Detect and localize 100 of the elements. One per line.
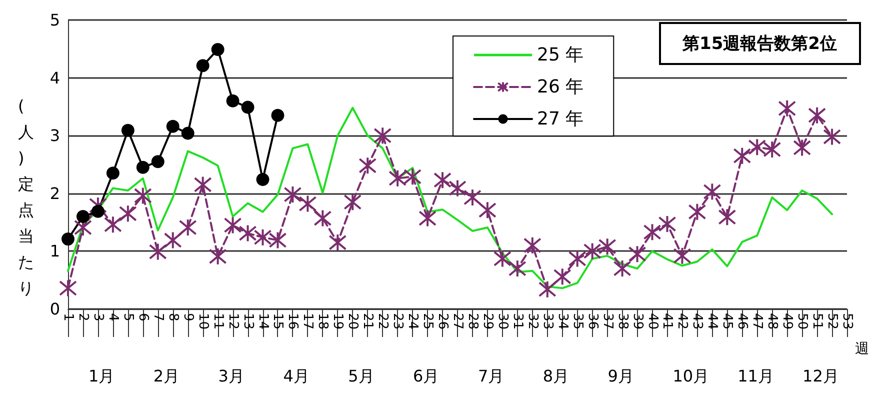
point [613, 260, 632, 278]
x-tick-label: 25 [420, 313, 436, 330]
text: 8月 [542, 366, 570, 386]
point [628, 245, 646, 264]
x-tick-label: 14 [255, 313, 270, 330]
point [314, 209, 332, 228]
point [196, 59, 210, 72]
x-tick-label: 13 [240, 313, 256, 330]
point [748, 138, 766, 156]
x-tick-label: 30 [494, 313, 510, 330]
x-tick-label: 50 [794, 313, 810, 330]
x-tick-label: 36 [584, 313, 600, 330]
point [62, 232, 74, 246]
point [538, 280, 556, 298]
point [106, 166, 120, 180]
x-tick-label: 37 [600, 313, 615, 330]
x-tick-label: 33 [540, 313, 555, 330]
point [688, 202, 706, 221]
x-tick-label: 7 [150, 313, 166, 322]
point [703, 182, 722, 201]
point [463, 188, 482, 206]
x-tick-label: 41 [660, 313, 675, 330]
x-tick-label: 2 [75, 313, 90, 322]
text: 9月 [608, 366, 634, 386]
legend-label: 25 年 [537, 44, 584, 66]
point [404, 168, 422, 186]
x-tick-label: 12 [225, 313, 240, 330]
point [523, 236, 542, 254]
point [673, 246, 692, 265]
x-tick-label: 3 [90, 313, 106, 322]
point [328, 234, 347, 252]
x-tick-label: 21 [360, 313, 376, 330]
point [134, 186, 152, 205]
point [808, 106, 826, 124]
x-tick-label: 27 [450, 313, 465, 330]
y-tick-label: 1 [50, 242, 60, 261]
point [763, 140, 782, 158]
x-tick-label: 35 [570, 313, 585, 330]
x-tick-label: 20 [345, 313, 360, 330]
point [256, 173, 270, 186]
point [493, 250, 512, 268]
x-tick-label: 10 [195, 313, 210, 330]
point [508, 260, 526, 278]
point [211, 42, 224, 56]
point [208, 247, 227, 266]
x-tick-label: 8 [165, 313, 180, 322]
x-tick-label: 43 [690, 313, 705, 330]
point [224, 216, 242, 234]
point [76, 210, 90, 224]
y-tick-label: 4 [50, 68, 60, 88]
x-tick-label: 15 [270, 313, 286, 330]
x-tick-label: 47 [750, 313, 765, 330]
point [718, 208, 736, 226]
point [136, 160, 150, 174]
point [121, 124, 134, 137]
point [583, 242, 602, 260]
x-tick-label: 44 [704, 313, 720, 330]
x-tick-label: 31 [510, 313, 525, 330]
x-tick-label: 39 [630, 313, 645, 330]
point [59, 279, 77, 298]
y-tick-label: 2 [50, 184, 60, 203]
x-tick-label: 4 [105, 313, 120, 322]
y-tick-label: 3 [50, 126, 60, 146]
x-tick-label: 9 [180, 313, 196, 322]
x-tick-label: 24 [405, 313, 420, 330]
point [448, 179, 466, 198]
text: 2月 [153, 366, 180, 386]
x-tick-label: 32 [524, 313, 540, 330]
point [194, 176, 212, 194]
x-tick-label: 23 [390, 313, 406, 330]
point [374, 126, 392, 145]
point [284, 186, 302, 204]
point [658, 215, 676, 234]
x-tick-label: 19 [330, 313, 346, 330]
point [178, 218, 197, 236]
x-tick-label: 29 [480, 313, 495, 330]
point [643, 223, 662, 242]
point [344, 193, 362, 212]
annotation: 第15週報告数第2位 [658, 22, 861, 65]
point [254, 228, 272, 246]
legend-label: 27 年 [537, 108, 584, 130]
text: 10月 [672, 366, 710, 386]
x-tick-label: 5 [120, 313, 136, 322]
text: 12月 [802, 366, 839, 386]
point [388, 169, 407, 188]
x-tick-label: 22 [375, 313, 390, 330]
x-tick-label: 49 [780, 313, 795, 330]
point [226, 94, 240, 108]
point [358, 156, 377, 175]
y-axis-title: (人)定点当たり [18, 96, 34, 298]
x-tick-label: 42 [674, 313, 690, 330]
y-tick-label: 5 [50, 10, 60, 30]
x-tick-label: 1 [60, 313, 76, 322]
x-tick-label: 26 [435, 313, 450, 330]
legend-label: 26 年 [537, 76, 584, 98]
point [478, 201, 496, 220]
point [164, 231, 182, 250]
point [733, 146, 752, 165]
point [238, 224, 257, 242]
text: 5月 [348, 366, 374, 386]
